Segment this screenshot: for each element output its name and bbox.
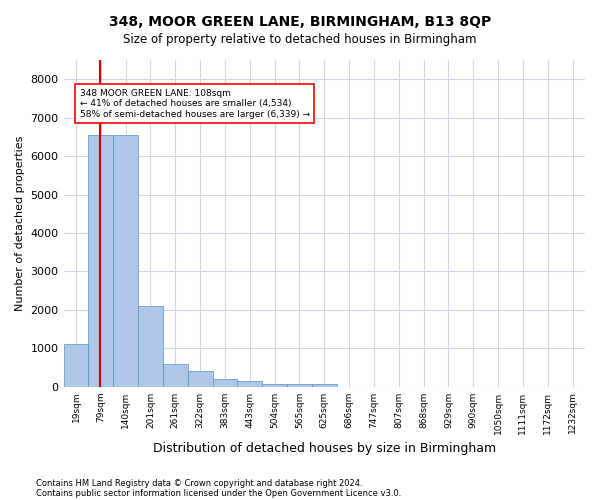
Bar bbox=[163, 364, 188, 386]
Text: Size of property relative to detached houses in Birmingham: Size of property relative to detached ho… bbox=[123, 32, 477, 46]
Bar bbox=[64, 344, 88, 387]
X-axis label: Distribution of detached houses by size in Birmingham: Distribution of detached houses by size … bbox=[153, 442, 496, 455]
Bar bbox=[262, 384, 287, 386]
Text: 348, MOOR GREEN LANE, BIRMINGHAM, B13 8QP: 348, MOOR GREEN LANE, BIRMINGHAM, B13 8Q… bbox=[109, 15, 491, 29]
Text: Contains public sector information licensed under the Open Government Licence v3: Contains public sector information licen… bbox=[36, 488, 401, 498]
Bar bbox=[287, 384, 312, 386]
Bar bbox=[212, 379, 238, 386]
Y-axis label: Number of detached properties: Number of detached properties bbox=[15, 136, 25, 311]
Bar bbox=[312, 384, 337, 386]
Bar bbox=[88, 135, 113, 386]
Bar bbox=[138, 306, 163, 386]
Text: 348 MOOR GREEN LANE: 108sqm
← 41% of detached houses are smaller (4,534)
58% of : 348 MOOR GREEN LANE: 108sqm ← 41% of det… bbox=[80, 89, 310, 118]
Bar bbox=[113, 135, 138, 386]
Bar bbox=[238, 381, 262, 386]
Bar bbox=[188, 372, 212, 386]
Text: Contains HM Land Registry data © Crown copyright and database right 2024.: Contains HM Land Registry data © Crown c… bbox=[36, 478, 362, 488]
